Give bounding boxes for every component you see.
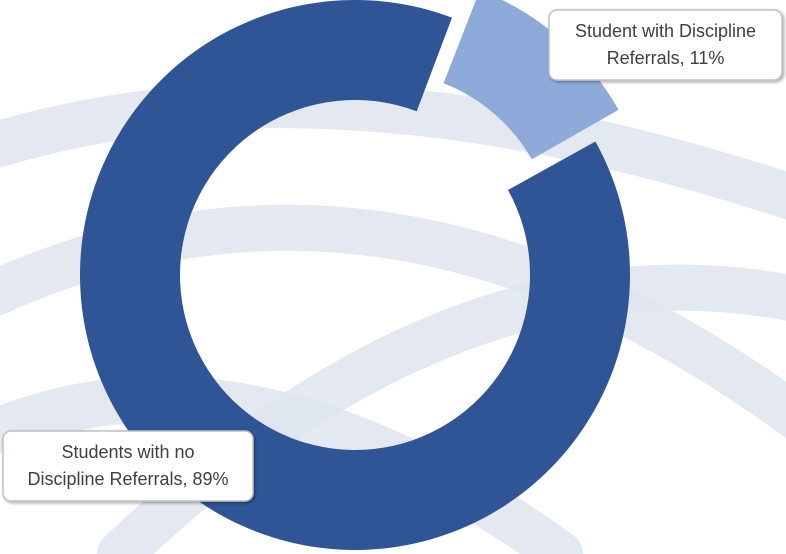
donut-slices — [80, 0, 630, 550]
background-swoosh — [0, 82, 786, 220]
data-label-callout: Students with no Discipline Referrals, 89… — [2, 430, 254, 502]
callout-box — [2, 430, 254, 502]
data-label-text: Discipline Referrals, 89% — [27, 469, 228, 489]
data-label-text: Students with no — [61, 442, 194, 462]
donut-slice — [443, 0, 619, 160]
donut-slice — [80, 0, 630, 550]
data-label-callout: Student with Discipline Referrals, 11% — [548, 9, 783, 81]
data-label-text: Student with Discipline — [575, 21, 756, 41]
callout-box — [548, 9, 783, 81]
data-label-text: Referrals, 11% — [607, 48, 725, 68]
